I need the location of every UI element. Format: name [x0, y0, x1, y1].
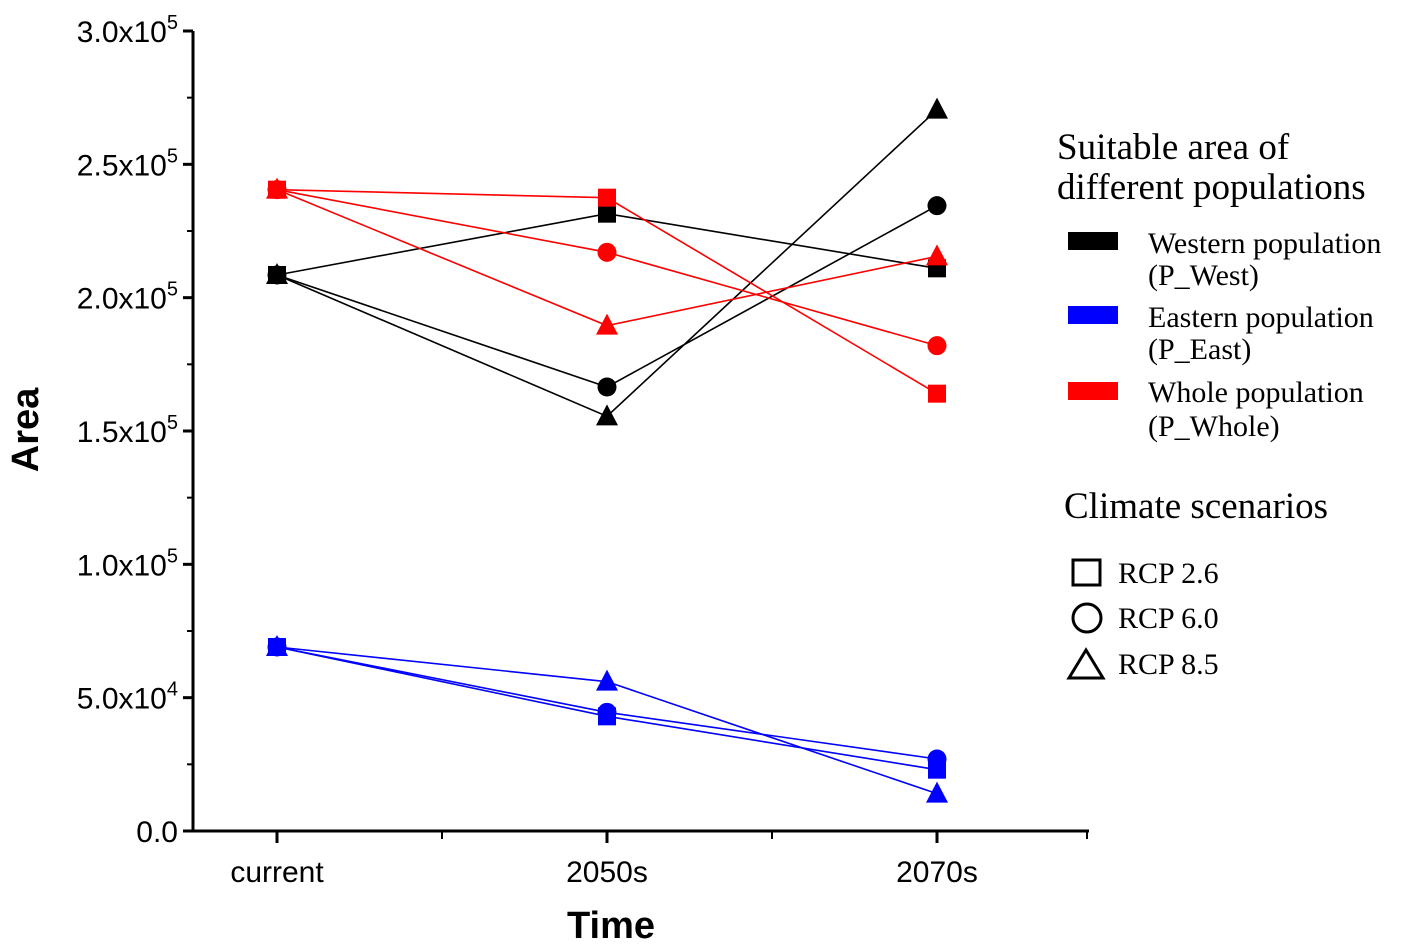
legend-rcp26-label: RCP 2.6 [1118, 557, 1219, 590]
data-point-square [598, 188, 616, 207]
axes [191, 31, 1089, 833]
x-tick-label: 2050s [566, 856, 648, 889]
legend-swatch-west [1068, 232, 1118, 250]
y-tick-label: 1.0x105 [77, 545, 178, 582]
legend-populations-title-line1: Suitable area of [1057, 127, 1290, 168]
data-point-triangle [266, 263, 288, 284]
legend-scenarios-title: Climate scenarios [1064, 486, 1328, 527]
x-tick-label: current [230, 856, 324, 889]
series-line [276, 204, 938, 388]
data-point-circle [597, 377, 617, 397]
data-point-circle [597, 702, 617, 722]
data-point-triangle [926, 781, 948, 803]
y-tick-label: 3.0x105 [77, 12, 178, 49]
series-markers [266, 97, 948, 803]
data-point-square [598, 204, 616, 223]
legend-east-line2: (P_East) [1148, 333, 1251, 366]
legend-west-line1: Western population [1148, 227, 1381, 260]
y-tick-label: 2.5x105 [77, 145, 178, 182]
y-tick-label: 2.0x105 [77, 279, 178, 316]
y-tick-label: 0.0 [136, 816, 178, 849]
legend-swatch-whole [1068, 382, 1118, 400]
data-point-triangle [266, 177, 288, 199]
legend-triangle-icon [1066, 647, 1106, 680]
data-point-circle [927, 196, 947, 216]
x-tick-label: 2070s [896, 856, 978, 889]
data-point-circle [927, 749, 947, 769]
legend-east-line1: Eastern population [1148, 301, 1374, 334]
data-point-circle [597, 242, 617, 262]
data-point-triangle [266, 635, 288, 656]
data-point-triangle [926, 244, 948, 266]
legend: Suitable area of different populations W… [1057, 127, 1381, 681]
legend-circle-icon [1071, 602, 1103, 634]
legend-west-line2: (P_West) [1148, 259, 1259, 292]
y-ticks: 0.0 5.0x104 1.0x105 1.5x105 2.0x105 2.5x105 3.… [77, 12, 193, 849]
data-point-triangle [596, 669, 618, 691]
data-point-triangle [596, 313, 618, 335]
data-point-square [928, 384, 946, 403]
data-point-circle [927, 336, 947, 356]
legend-whole-line2: (P_Whole) [1148, 410, 1280, 443]
x-ticks: current 2050s 2070s [230, 831, 1088, 889]
y-axis-title: Area [5, 387, 47, 472]
legend-square-icon [1071, 558, 1102, 587]
legend-rcp85-label: RCP 8.5 [1118, 648, 1219, 681]
legend-populations-title-line2: different populations [1057, 167, 1366, 208]
y-tick-label: 5.0x104 [77, 679, 178, 716]
data-point-triangle [596, 404, 618, 426]
y-tick-label: 1.5x105 [77, 412, 178, 449]
legend-whole-line1: Whole population [1148, 376, 1364, 409]
data-point-triangle [926, 97, 948, 119]
x-axis-title: Time [567, 905, 655, 947]
legend-swatch-east [1068, 306, 1118, 324]
series-line [276, 109, 938, 418]
legend-rcp60-label: RCP 6.0 [1118, 602, 1219, 635]
